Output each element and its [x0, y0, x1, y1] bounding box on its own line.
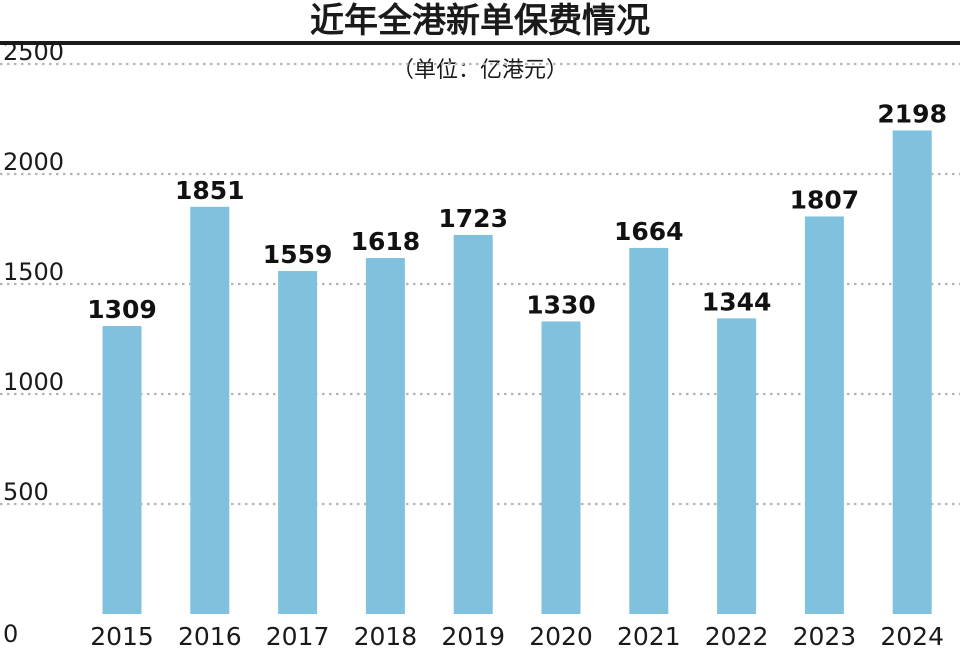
bar-2016 [190, 206, 230, 614]
data-label-2017: 1559 [263, 240, 333, 269]
x-tick-label-2022: 2022 [705, 622, 769, 649]
data-label-2019: 1723 [438, 204, 508, 233]
data-label-2020: 1330 [526, 290, 596, 319]
bar-2020 [541, 321, 581, 614]
x-tick-label-2020: 2020 [529, 622, 593, 649]
y-axis-labels: 0 500 1000 1500 2000 2500 [3, 38, 64, 648]
bar-2021 [629, 247, 669, 615]
y-tick-label-1000: 1000 [3, 368, 64, 396]
data-labels: 1309 1851 1559 1618 1723 1330 1664 1344 1807 2198 [87, 99, 947, 324]
title-rule [0, 41, 960, 45]
y-tick-label-0: 0 [3, 620, 18, 648]
chart-subtitle: （单位：亿港元） [392, 58, 568, 83]
bar-2018 [365, 258, 405, 614]
grid-lines [0, 62, 960, 506]
data-label-2015: 1309 [87, 295, 157, 324]
y-tick-label-2500: 2500 [3, 38, 64, 66]
data-label-2024: 2198 [877, 99, 947, 128]
bar-2019 [453, 234, 493, 614]
bar-2017 [278, 271, 318, 614]
x-tick-label-2021: 2021 [617, 622, 681, 649]
bar-2024 [892, 130, 932, 614]
bar-2022 [717, 318, 757, 614]
data-label-2023: 1807 [790, 185, 860, 214]
data-label-2018: 1618 [351, 227, 421, 256]
data-label-2022: 1344 [702, 287, 772, 316]
x-tick-label-2019: 2019 [441, 622, 505, 649]
y-tick-label-500: 500 [3, 478, 49, 506]
x-tick-label-2023: 2023 [793, 622, 857, 649]
x-tick-label-2016: 2016 [178, 622, 242, 649]
bar-2015 [102, 326, 142, 614]
x-tick-label-2018: 2018 [354, 622, 418, 649]
x-axis-labels: 2015 2016 2017 2018 2019 2020 2021 2022 2023 2024 [90, 622, 944, 649]
chart-title: 近年全港新单保费情况 [310, 1, 650, 41]
y-tick-label-2000: 2000 [3, 148, 64, 176]
bar-2023 [804, 216, 844, 614]
x-tick-label-2024: 2024 [880, 622, 944, 649]
data-label-2021: 1664 [614, 217, 684, 246]
y-tick-label-1500: 1500 [3, 258, 64, 286]
data-label-2016: 1851 [175, 176, 245, 205]
bars [102, 130, 932, 615]
x-tick-label-2015: 2015 [90, 622, 154, 649]
x-tick-label-2017: 2017 [266, 622, 330, 649]
